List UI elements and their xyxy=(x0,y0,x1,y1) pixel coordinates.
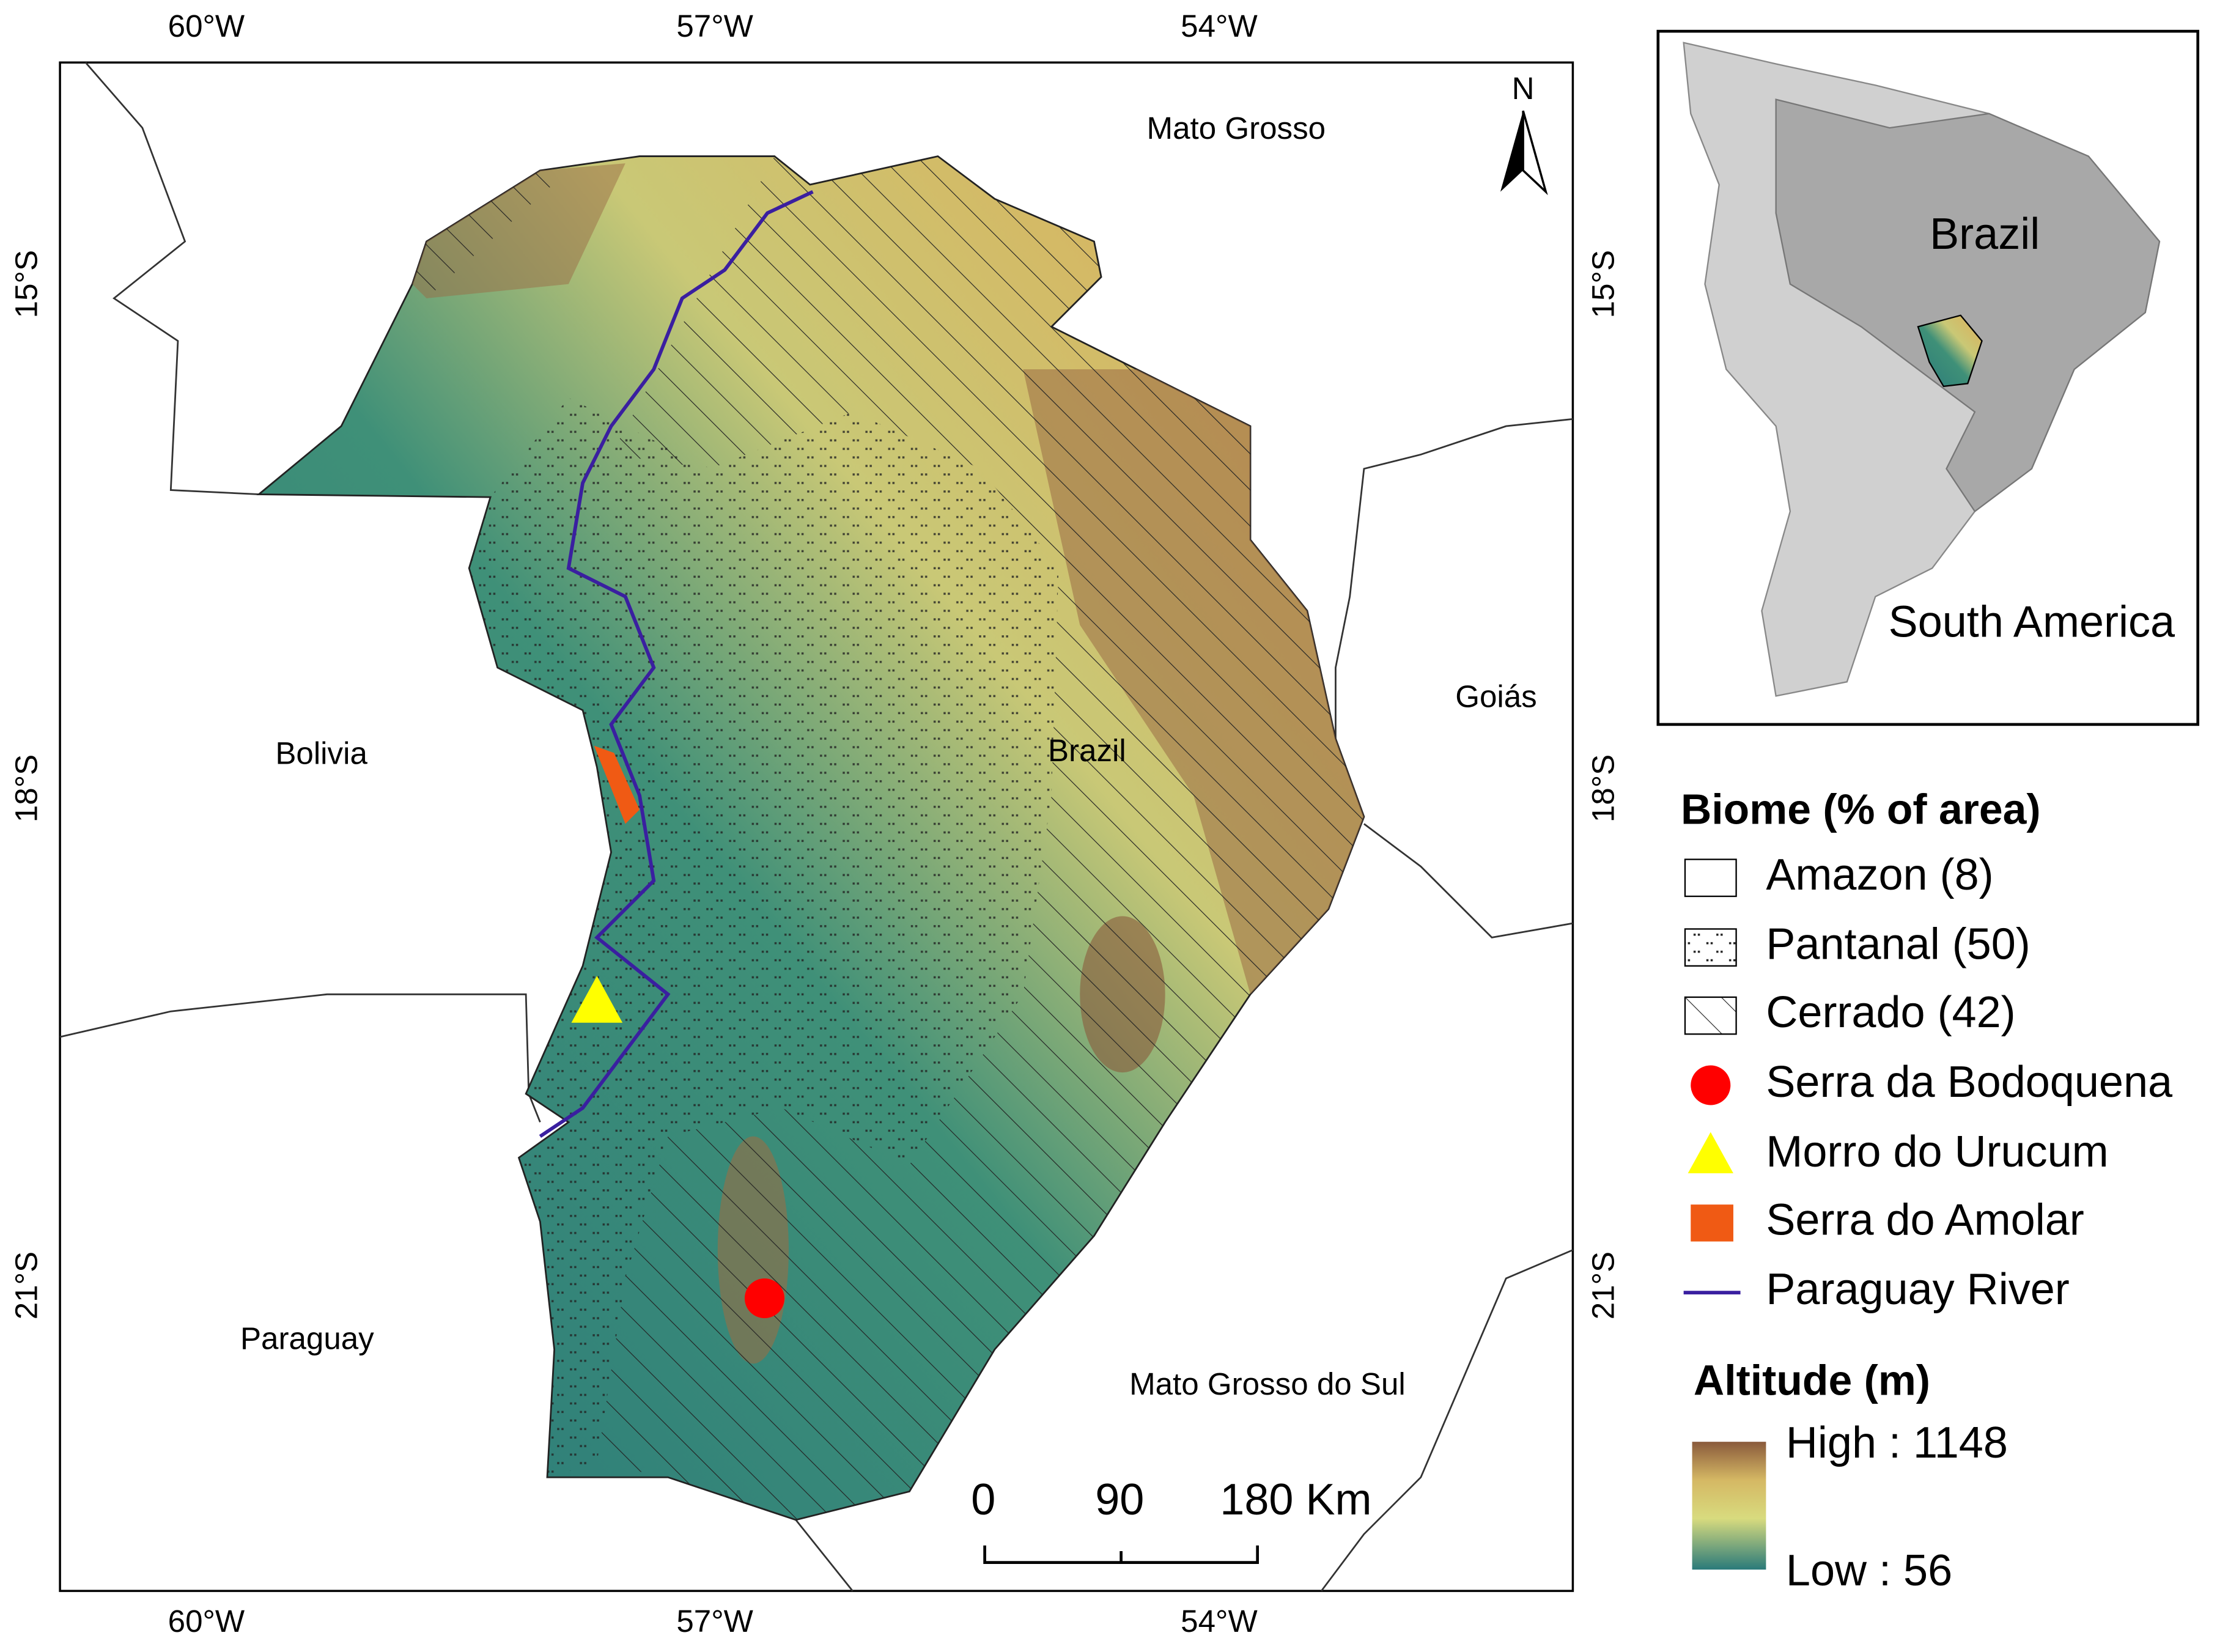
lon-label: 60°W xyxy=(168,1604,245,1639)
scale-bar: 0 90 180 Km xyxy=(971,1475,1371,1564)
lon-label: 57°W xyxy=(676,1604,753,1639)
legend-label: Amazon (8) xyxy=(1766,850,1993,899)
legend-label: Paraguay River xyxy=(1766,1265,2069,1314)
place-label: Brazil xyxy=(1048,733,1126,768)
place-label: Goiás xyxy=(1455,679,1537,714)
north-label: N xyxy=(1512,71,1535,106)
lat-label: 21°S xyxy=(1585,1252,1620,1319)
scale-label: 180 Km xyxy=(1220,1475,1371,1524)
graticule-labels: 60°W 57°W 54°W 60°W 57°W 54°W 15°S 18°S … xyxy=(9,9,1620,1639)
place-label: Mato Grosso xyxy=(1147,111,1326,146)
legend-label: Cerrado (42) xyxy=(1766,988,2015,1037)
inset-label: South America xyxy=(1889,597,2175,646)
place-label: Mato Grosso do Sul xyxy=(1129,1366,1406,1401)
lat-label: 15°S xyxy=(1585,250,1620,318)
legend-label: Serra da Bodoquena xyxy=(1766,1058,2173,1107)
legend: Biome (% of area) Amazon (8) Pantanal (5… xyxy=(1681,785,2173,1595)
lat-label: 21°S xyxy=(9,1252,43,1319)
legend-title: Altitude (m) xyxy=(1694,1356,1930,1404)
place-label: Bolivia xyxy=(275,736,367,770)
altitude-high: High : 1148 xyxy=(1786,1418,2008,1467)
place-labels: Mato Grosso Goiás Bolivia Brazil Paragua… xyxy=(240,111,1537,1401)
legend-label: Pantanal (50) xyxy=(1766,920,2030,969)
lon-label: 60°W xyxy=(168,9,245,43)
place-label: Paraguay xyxy=(240,1321,374,1356)
altitude-low: Low : 56 xyxy=(1786,1546,1952,1595)
lat-label: 18°S xyxy=(9,754,43,822)
legend-label: Morro do Urucum xyxy=(1766,1127,2108,1176)
scale-label: 90 xyxy=(1095,1475,1144,1524)
inset-label: Brazil xyxy=(1930,210,2040,259)
study-region xyxy=(256,155,1365,1521)
lon-label: 54°W xyxy=(1181,1604,1258,1639)
lon-label: 57°W xyxy=(676,9,753,43)
inset-map: Brazil South America xyxy=(1656,29,2200,726)
lon-label: 54°W xyxy=(1181,9,1258,43)
admin-borders xyxy=(59,62,1573,1591)
lat-label: 18°S xyxy=(1585,754,1620,822)
north-arrow: N xyxy=(1500,71,1548,196)
legend-label: Serra do Amolar xyxy=(1766,1195,2084,1244)
scale-label: 0 xyxy=(971,1475,995,1524)
legend-title: Biome (% of area) xyxy=(1681,785,2041,833)
lat-label: 15°S xyxy=(9,250,43,318)
